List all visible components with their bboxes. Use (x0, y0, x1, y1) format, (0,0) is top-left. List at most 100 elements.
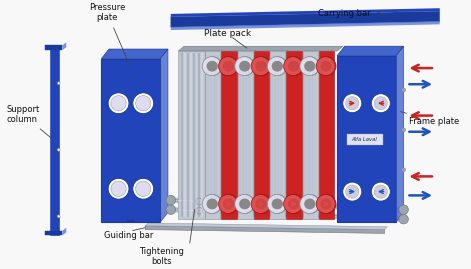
Circle shape (203, 194, 222, 214)
Polygon shape (127, 220, 135, 222)
Circle shape (284, 57, 303, 76)
Circle shape (321, 61, 332, 71)
Circle shape (202, 57, 221, 76)
Polygon shape (270, 51, 285, 219)
Circle shape (305, 61, 316, 71)
Circle shape (272, 199, 282, 209)
Text: Pressure
plate: Pressure plate (89, 3, 130, 66)
Circle shape (288, 199, 298, 209)
Circle shape (317, 194, 336, 214)
Circle shape (236, 194, 255, 214)
Circle shape (239, 199, 250, 209)
Circle shape (166, 205, 176, 214)
Circle shape (371, 94, 390, 113)
Text: Tightening
bolts: Tightening bolts (139, 247, 184, 266)
Circle shape (133, 93, 154, 114)
Polygon shape (254, 51, 269, 219)
Polygon shape (171, 8, 440, 17)
Circle shape (57, 82, 60, 85)
Circle shape (57, 148, 60, 151)
Polygon shape (347, 134, 383, 145)
Circle shape (196, 198, 203, 205)
Circle shape (207, 61, 218, 71)
Polygon shape (286, 51, 302, 219)
Polygon shape (319, 51, 334, 219)
Polygon shape (171, 11, 440, 27)
Text: Alfa Laval: Alfa Laval (352, 137, 378, 142)
Circle shape (202, 194, 221, 214)
Text: Carrying bar: Carrying bar (318, 9, 371, 18)
Circle shape (321, 199, 332, 209)
Circle shape (268, 194, 287, 214)
Polygon shape (145, 223, 388, 230)
Circle shape (136, 181, 151, 196)
Circle shape (223, 199, 233, 209)
Circle shape (256, 199, 267, 209)
Circle shape (136, 96, 151, 111)
Circle shape (284, 194, 303, 214)
Circle shape (133, 178, 154, 199)
Polygon shape (45, 45, 63, 50)
Circle shape (346, 185, 359, 198)
Circle shape (273, 61, 283, 71)
Circle shape (239, 61, 250, 71)
Circle shape (304, 199, 315, 209)
Circle shape (219, 194, 237, 214)
Polygon shape (201, 53, 203, 217)
Circle shape (203, 57, 222, 76)
Circle shape (399, 205, 408, 214)
Polygon shape (187, 53, 189, 217)
Circle shape (225, 199, 231, 206)
Circle shape (108, 178, 129, 199)
Circle shape (207, 199, 218, 209)
Circle shape (223, 61, 233, 71)
Circle shape (300, 194, 319, 214)
Polygon shape (190, 53, 192, 217)
Polygon shape (303, 51, 318, 219)
Circle shape (346, 97, 359, 110)
Circle shape (371, 182, 390, 201)
Circle shape (304, 61, 315, 71)
Circle shape (300, 57, 319, 76)
Circle shape (111, 181, 126, 196)
Polygon shape (221, 51, 236, 219)
Circle shape (343, 182, 362, 201)
Circle shape (240, 61, 251, 71)
Polygon shape (337, 56, 396, 222)
Circle shape (273, 199, 283, 209)
Polygon shape (205, 51, 220, 219)
Polygon shape (337, 46, 404, 56)
Circle shape (252, 194, 271, 214)
Circle shape (268, 57, 286, 76)
Circle shape (256, 61, 267, 71)
Circle shape (301, 57, 320, 76)
Circle shape (255, 199, 266, 209)
Polygon shape (101, 49, 168, 59)
Text: Guiding bar: Guiding bar (104, 231, 154, 240)
Circle shape (316, 194, 335, 214)
Circle shape (402, 88, 406, 92)
Circle shape (207, 199, 217, 209)
Circle shape (399, 214, 408, 224)
Circle shape (272, 61, 282, 71)
Polygon shape (127, 59, 135, 61)
Circle shape (316, 57, 335, 76)
Text: Frame plate: Frame plate (400, 112, 460, 126)
Polygon shape (195, 53, 197, 217)
Circle shape (317, 57, 336, 76)
Circle shape (166, 195, 176, 205)
Circle shape (225, 209, 231, 215)
Polygon shape (181, 53, 183, 217)
Circle shape (219, 57, 238, 76)
Circle shape (196, 207, 203, 214)
Polygon shape (171, 22, 440, 30)
Polygon shape (184, 53, 186, 217)
Polygon shape (45, 231, 63, 235)
Circle shape (288, 61, 298, 71)
Circle shape (219, 194, 238, 214)
Circle shape (284, 57, 303, 76)
Circle shape (111, 96, 126, 111)
Circle shape (57, 215, 60, 218)
Circle shape (305, 199, 316, 209)
Polygon shape (179, 46, 343, 51)
